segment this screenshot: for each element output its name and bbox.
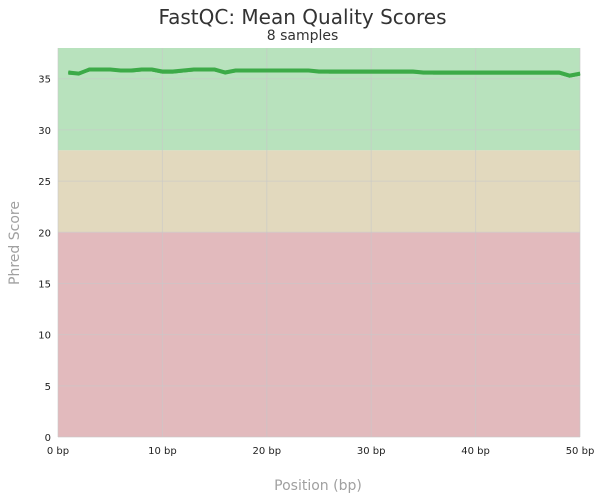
chart-subtitle: 8 samples [266,28,339,44]
y-tick-label: 20 [38,228,51,239]
x-tick-label: 10 bp [148,446,177,457]
quality-bands [58,48,580,437]
x-tick-label: 30 bp [357,446,386,457]
x-tick-label: 50 bp [566,446,595,457]
y-tick-label: 0 [45,433,51,444]
y-tick-label: 15 [38,279,51,290]
y-tick-label: 35 [38,75,51,86]
x-axis-ticks: 0 bp 10 bp 20 bp 30 bp 40 bp 50 bp [47,446,594,457]
series-line-8[interactable] [68,68,581,77]
grid-lines [57,48,581,438]
x-axis-label: Position (bp) [274,478,362,494]
y-axis-ticks: 0 5 10 15 20 25 30 35 [38,75,51,444]
y-tick-label: 30 [38,126,51,137]
chart-title: FastQC: Mean Quality Scores [158,5,447,29]
x-tick-label: 40 bp [461,446,490,457]
y-axis-label: Phred Score [7,201,23,285]
quality-band-0 [58,48,580,151]
x-tick-label: 0 bp [47,446,69,457]
y-tick-label: 10 [38,331,51,342]
series-lines [68,67,581,78]
x-tick-label: 20 bp [252,446,281,457]
y-tick-label: 25 [38,177,51,188]
quality-band-1 [58,150,580,233]
y-tick-label: 5 [45,382,51,393]
